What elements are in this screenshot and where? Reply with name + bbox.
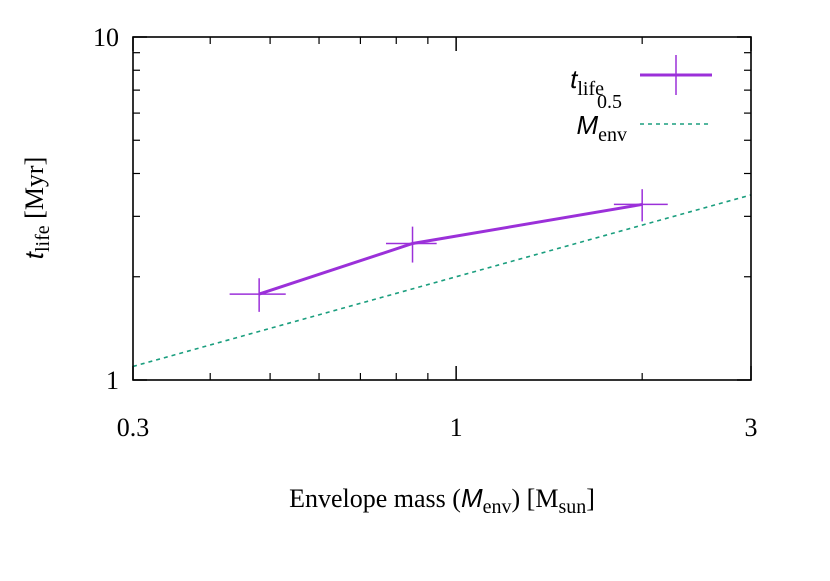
y-tick-label: 10: [93, 23, 119, 52]
major-ticks: [132, 36, 752, 381]
x-tick-label: 1: [450, 413, 463, 442]
plot-frame: [132, 36, 752, 381]
x-tick-label: 3: [745, 413, 758, 442]
tlife-data-points: [229, 189, 668, 312]
minor-ticks: [133, 37, 751, 380]
legend: tlife Menv0.5: [570, 55, 712, 146]
legend-label-tlife: tlife: [570, 64, 604, 100]
tlife-series-line: [258, 202, 643, 296]
y-axis-label: tlife [Myr]: [19, 157, 54, 259]
x-tick-label: 0.3: [117, 413, 150, 442]
model-curve-series: [132, 194, 752, 368]
x-axis-label: Envelope mass (Menv) [Msun]: [289, 483, 595, 518]
y-tick-label: 1: [106, 366, 119, 395]
legend-label-model: Menv0.5: [576, 91, 627, 146]
